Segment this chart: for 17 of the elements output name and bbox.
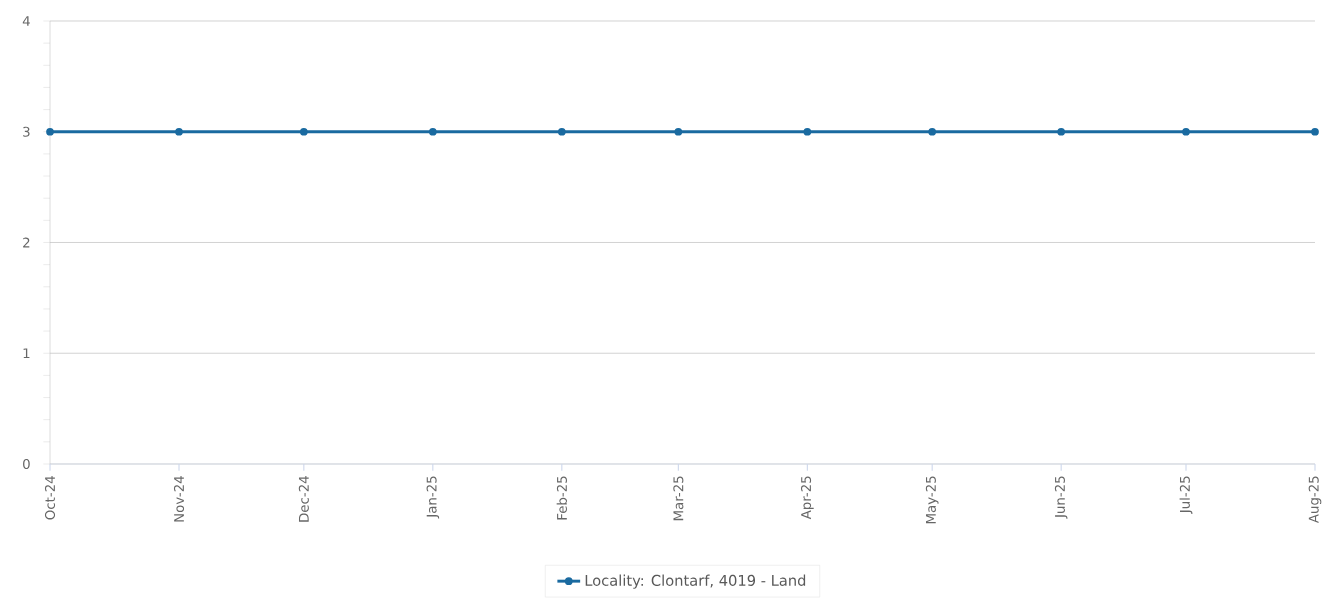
x-tick-label: Jun-25 bbox=[1054, 476, 1068, 519]
x-tick-label: Jul-25 bbox=[1179, 476, 1193, 514]
x-tick-label: Dec-24 bbox=[298, 476, 309, 522]
x-tick-label: Jan-25 bbox=[426, 476, 440, 519]
x-tick-label: Aug-25 bbox=[1308, 476, 1322, 524]
legend-label: Locality: Clontarf, 4019 - Land bbox=[585, 574, 806, 589]
x-tick-label: May-25 bbox=[925, 476, 939, 524]
x-tick-label: Apr-25 bbox=[800, 476, 814, 520]
y-tick-label: 4 bbox=[22, 16, 30, 26]
y-tick-label: 1 bbox=[23, 348, 30, 359]
x-tick-label: Nov-24 bbox=[173, 476, 185, 522]
y-tick-label: 3 bbox=[23, 126, 30, 137]
x-tick-label: Feb-25 bbox=[556, 476, 567, 520]
x-tick-label: Mar-25 bbox=[673, 476, 684, 521]
y-tick-label: 0 bbox=[23, 458, 30, 470]
x-tick-label: Oct-24 bbox=[44, 476, 56, 520]
y-tick-label: 2 bbox=[23, 237, 30, 248]
